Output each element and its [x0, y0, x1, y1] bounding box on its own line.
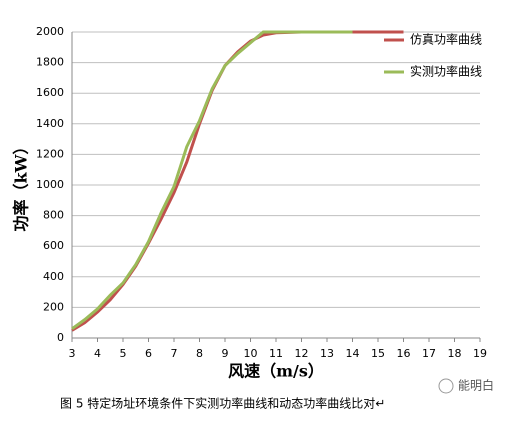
x-tick-label: 17	[422, 347, 436, 360]
x-tick-label: 5	[120, 347, 127, 360]
y-tick-label: 200	[43, 300, 64, 313]
x-tick-label: 15	[371, 347, 385, 360]
x-tick-label: 14	[346, 347, 360, 360]
x-tick-label: 11	[269, 347, 283, 360]
y-tick-label: 400	[43, 270, 64, 283]
y-tick-label: 1000	[36, 178, 64, 191]
x-tick-label: 4	[94, 347, 101, 360]
y-tick-label: 2000	[36, 25, 64, 38]
legend-label: 实测功率曲线	[410, 64, 482, 79]
x-axis-title: 风速（m/s）	[228, 362, 324, 381]
x-tick-label: 3	[69, 347, 76, 360]
x-tick-label: 6	[145, 347, 152, 360]
y-tick-label: 1800	[36, 56, 64, 69]
y-tick-label: 1400	[36, 117, 64, 130]
series-line	[71, 30, 353, 331]
y-axis-title: 功率（kW）	[12, 138, 31, 231]
x-tick-label: 18	[448, 347, 462, 360]
x-tick-label: 16	[397, 347, 411, 360]
y-tick-label: 800	[43, 209, 64, 222]
y-tick-label: 600	[43, 239, 64, 252]
y-tick-label: 0	[57, 331, 64, 344]
x-tick-label: 19	[473, 347, 487, 360]
y-tick-label: 1600	[36, 86, 64, 99]
caption: 图 5 特定场址环境条件下实测功率曲线和动态功率曲线比对↵	[60, 396, 385, 411]
x-tick-label: 10	[244, 347, 258, 360]
legend-label: 仿真功率曲线	[410, 32, 482, 47]
x-tick-label: 9	[222, 347, 229, 360]
x-tick-label: 13	[320, 347, 334, 360]
x-tick-label: 7	[171, 347, 178, 360]
x-tick-label: 12	[295, 347, 309, 360]
watermark-icon	[438, 378, 454, 394]
x-tick-label: 8	[196, 347, 203, 360]
y-tick-label: 1200	[36, 147, 64, 160]
watermark: 能明白	[458, 378, 494, 393]
